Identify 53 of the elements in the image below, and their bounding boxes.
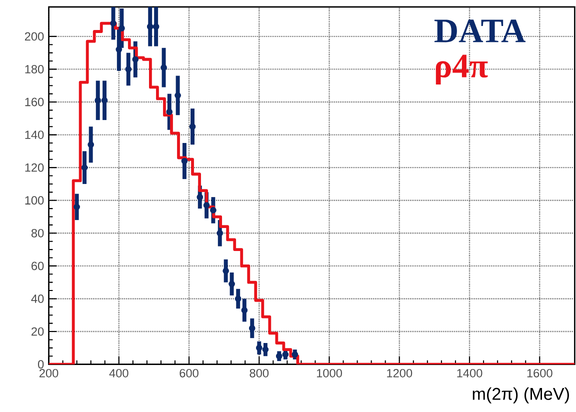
point [81,164,88,171]
point [216,230,224,236]
x-tick-label: 600 [180,369,198,378]
y-tick-label: 40 [31,294,44,304]
point [116,46,122,53]
point [256,344,262,352]
point [276,353,282,360]
text: ρ4π [436,54,488,85]
x-axis-title: m(2π) (MeV) [472,388,569,404]
point [181,158,188,164]
point [282,351,289,358]
point [125,66,132,73]
point [234,296,242,302]
point [189,124,196,130]
x-tick-label: 1200 [387,369,412,378]
point [94,97,102,104]
point [166,108,173,116]
y-tick-label: 100 [25,196,44,205]
y-tick-label: 180 [25,65,44,74]
x-tick-label: 800 [250,369,269,378]
y-tick-label: 80 [31,229,44,238]
point [152,24,160,30]
point [241,307,248,314]
point [118,25,125,32]
point [101,97,108,104]
y-tick-label: 20 [32,327,44,336]
point [88,142,94,148]
point [248,325,256,332]
x-tick-label: 200 [39,369,58,378]
point [203,202,210,209]
x-tick-label: 1600 [527,369,552,378]
point [292,351,298,358]
point [174,92,181,99]
point [74,204,80,210]
point [262,346,269,353]
point [222,268,229,274]
point [160,64,167,71]
y-tick-label: 160 [25,98,44,106]
y-tick-label: 140 [25,130,44,140]
x-tick-label: 1000 [316,369,342,378]
y-tick-label: 200 [24,32,44,41]
point [132,56,139,63]
point [110,20,116,27]
point [146,24,154,30]
point [210,207,216,214]
text: DATA [434,20,526,42]
point [228,280,235,288]
point [196,194,204,200]
y-tick-label: 0 [38,360,44,369]
y-tick-label: 60 [32,262,44,270]
y-tick-label: 120 [25,164,44,172]
x-tick-label: 400 [109,369,128,378]
x-tick-label: 1400 [457,369,482,378]
